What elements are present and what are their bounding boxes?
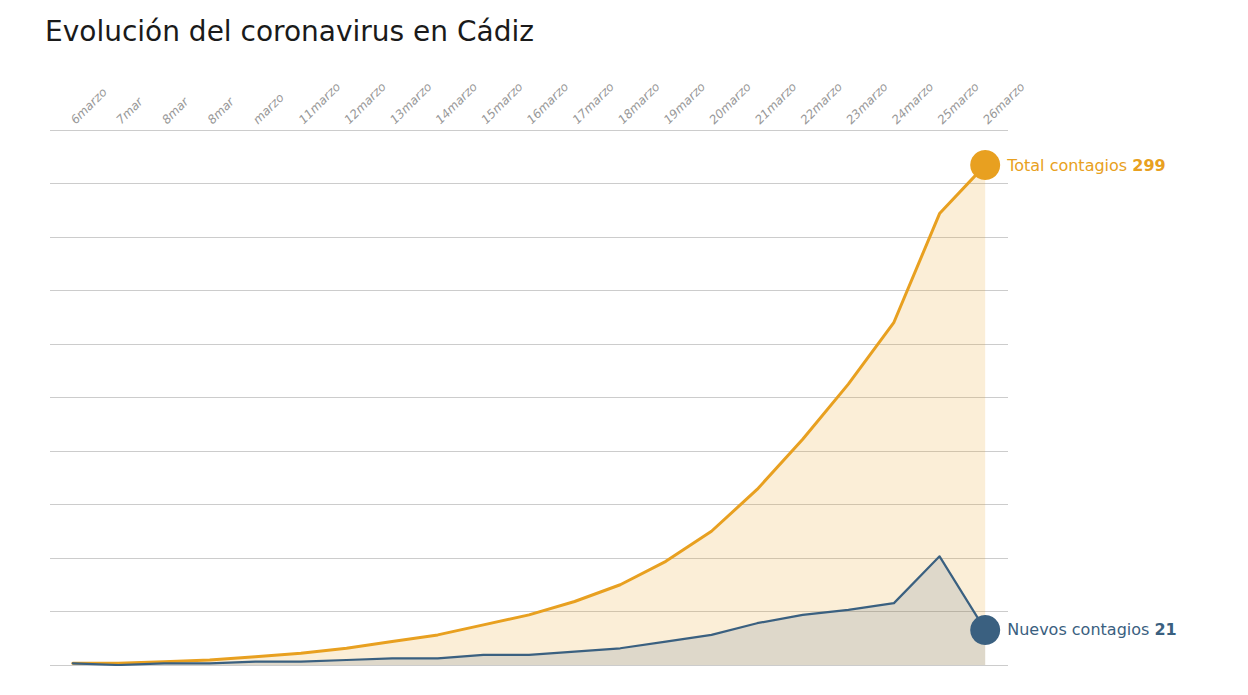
- svg-text:23marzo: 23marzo: [843, 80, 890, 127]
- svg-text:8mar: 8mar: [205, 94, 238, 127]
- svg-text:19marzo: 19marzo: [661, 80, 708, 127]
- svg-text:17marzo: 17marzo: [570, 80, 617, 127]
- svg-text:Nuevos contagios: Nuevos contagios: [1007, 620, 1154, 639]
- svg-text:24marzo: 24marzo: [889, 80, 936, 127]
- svg-text:25marzo: 25marzo: [935, 80, 982, 127]
- svg-text:8mar: 8mar: [159, 94, 192, 127]
- svg-text:Total contagios: Total contagios: [1006, 156, 1132, 175]
- svg-text:16marzo: 16marzo: [524, 80, 571, 127]
- svg-text:21marzo: 21marzo: [752, 80, 799, 127]
- svg-text:6marzo: 6marzo: [68, 85, 110, 127]
- svg-text:marzo: marzo: [250, 90, 286, 126]
- svg-text:26marzo: 26marzo: [980, 80, 1027, 127]
- svg-text:20marzo: 20marzo: [707, 80, 754, 127]
- svg-text:Evolución del coronavirus en C: Evolución del coronavirus en Cádiz: [45, 15, 534, 48]
- svg-text:15marzo: 15marzo: [478, 80, 525, 127]
- svg-text:18marzo: 18marzo: [615, 80, 662, 127]
- svg-text:11marzo: 11marzo: [296, 80, 343, 127]
- svg-text:21: 21: [1154, 620, 1176, 639]
- svg-text:14marzo: 14marzo: [433, 80, 480, 127]
- svg-text:22marzo: 22marzo: [798, 80, 845, 127]
- svg-text:7mar: 7mar: [113, 94, 146, 127]
- svg-text:299: 299: [1132, 156, 1165, 175]
- svg-text:12marzo: 12marzo: [342, 80, 389, 127]
- svg-text:13marzo: 13marzo: [387, 80, 434, 127]
